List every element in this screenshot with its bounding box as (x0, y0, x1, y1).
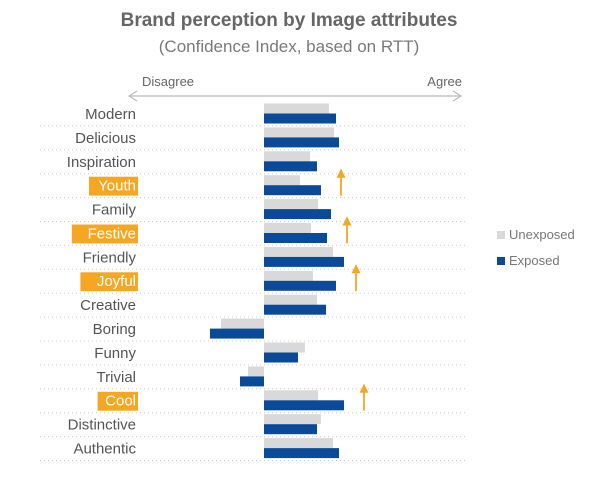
up-arrow-icon (359, 383, 369, 411)
category-label: Joyful (97, 273, 136, 290)
bar-exposed (264, 185, 321, 196)
legend-swatch (497, 257, 505, 265)
bar-exposed (264, 280, 336, 291)
row-trivial: Trivial (40, 366, 466, 390)
legend-item-exposed: Exposed (497, 253, 560, 268)
up-arrow-icon (351, 264, 361, 292)
bar-unexposed (264, 199, 318, 210)
up-arrow-icon (342, 216, 352, 244)
category-label: Modern (85, 106, 136, 123)
category-label: Delicious (75, 130, 136, 147)
bar-unexposed (264, 151, 310, 162)
row-delicious: Delicious (40, 127, 466, 151)
bar-exposed (264, 352, 298, 363)
category-label: Authentic (73, 441, 136, 458)
category-label: Funny (94, 345, 136, 362)
bar-unexposed (264, 294, 317, 305)
bar-exposed (264, 448, 339, 459)
bar-unexposed (264, 175, 300, 186)
bar-exposed (264, 400, 344, 411)
category-label: Cool (105, 393, 136, 410)
row-youth: Youth (40, 168, 466, 199)
legend-item-unexposed: Unexposed (497, 227, 575, 242)
bar-unexposed (264, 103, 329, 114)
bar-unexposed (264, 414, 321, 425)
label-highlight (71, 224, 138, 244)
bar-unexposed (264, 223, 311, 233)
bar-exposed (264, 256, 344, 267)
bar-unexposed (264, 438, 333, 449)
category-label: Boring (93, 321, 136, 338)
row-distinctive: Distinctive (40, 414, 466, 438)
label-highlight (97, 391, 138, 411)
bar-exposed (264, 209, 331, 220)
row-inspiration: Inspiration (40, 151, 466, 175)
row-boring: Boring (40, 318, 466, 342)
row-festive: Festive (40, 216, 466, 246)
bar-exposed (240, 376, 264, 387)
row-joyful: Joyful (40, 264, 466, 294)
category-label: Inspiration (67, 154, 136, 171)
row-authentic: Authentic (40, 438, 466, 461)
bar-unexposed (264, 246, 333, 257)
bar-exposed (264, 304, 326, 315)
bar-exposed (264, 424, 317, 435)
bar-exposed (210, 328, 264, 339)
up-arrow-icon (336, 168, 346, 196)
category-label: Friendly (83, 249, 137, 266)
row-family: Family (40, 199, 466, 222)
legend-label: Unexposed (509, 227, 575, 242)
bar-unexposed (248, 366, 264, 377)
category-label: Youth (98, 178, 136, 195)
row-modern: Modern (40, 103, 466, 127)
agree-label: Agree (427, 74, 462, 89)
row-creative: Creative (40, 294, 466, 318)
bar-unexposed (264, 342, 305, 353)
bar-unexposed (264, 270, 313, 281)
bar-unexposed (264, 390, 318, 401)
category-label: Family (92, 202, 137, 219)
bar-unexposed (221, 318, 264, 329)
category-label: Distinctive (68, 417, 136, 434)
legend-label: Exposed (509, 253, 560, 268)
label-highlight (80, 272, 138, 292)
chart-subtitle: (Confidence Index, based on RTT) (159, 37, 420, 56)
chart-title: Brand perception by Image attributes (121, 10, 458, 31)
category-label: Creative (80, 297, 136, 314)
chart-rows: Modern Delicious Inspiration Youth Family Fes… (40, 103, 466, 461)
agree-disagree-axis (127, 90, 463, 102)
category-label: Trivial (97, 369, 136, 386)
row-funny: Funny (40, 342, 466, 366)
bar-exposed (264, 233, 327, 243)
label-highlight (89, 176, 138, 196)
bar-exposed (264, 137, 339, 148)
legend: Unexposed Exposed (497, 227, 575, 268)
row-friendly: Friendly (40, 246, 466, 270)
bar-exposed (264, 113, 336, 124)
legend-swatch (497, 231, 505, 239)
category-label: Festive (88, 225, 136, 242)
bar-unexposed (264, 127, 334, 138)
disagree-label: Disagree (142, 74, 194, 89)
bar-exposed (264, 161, 317, 172)
row-cool: Cool (40, 383, 466, 414)
